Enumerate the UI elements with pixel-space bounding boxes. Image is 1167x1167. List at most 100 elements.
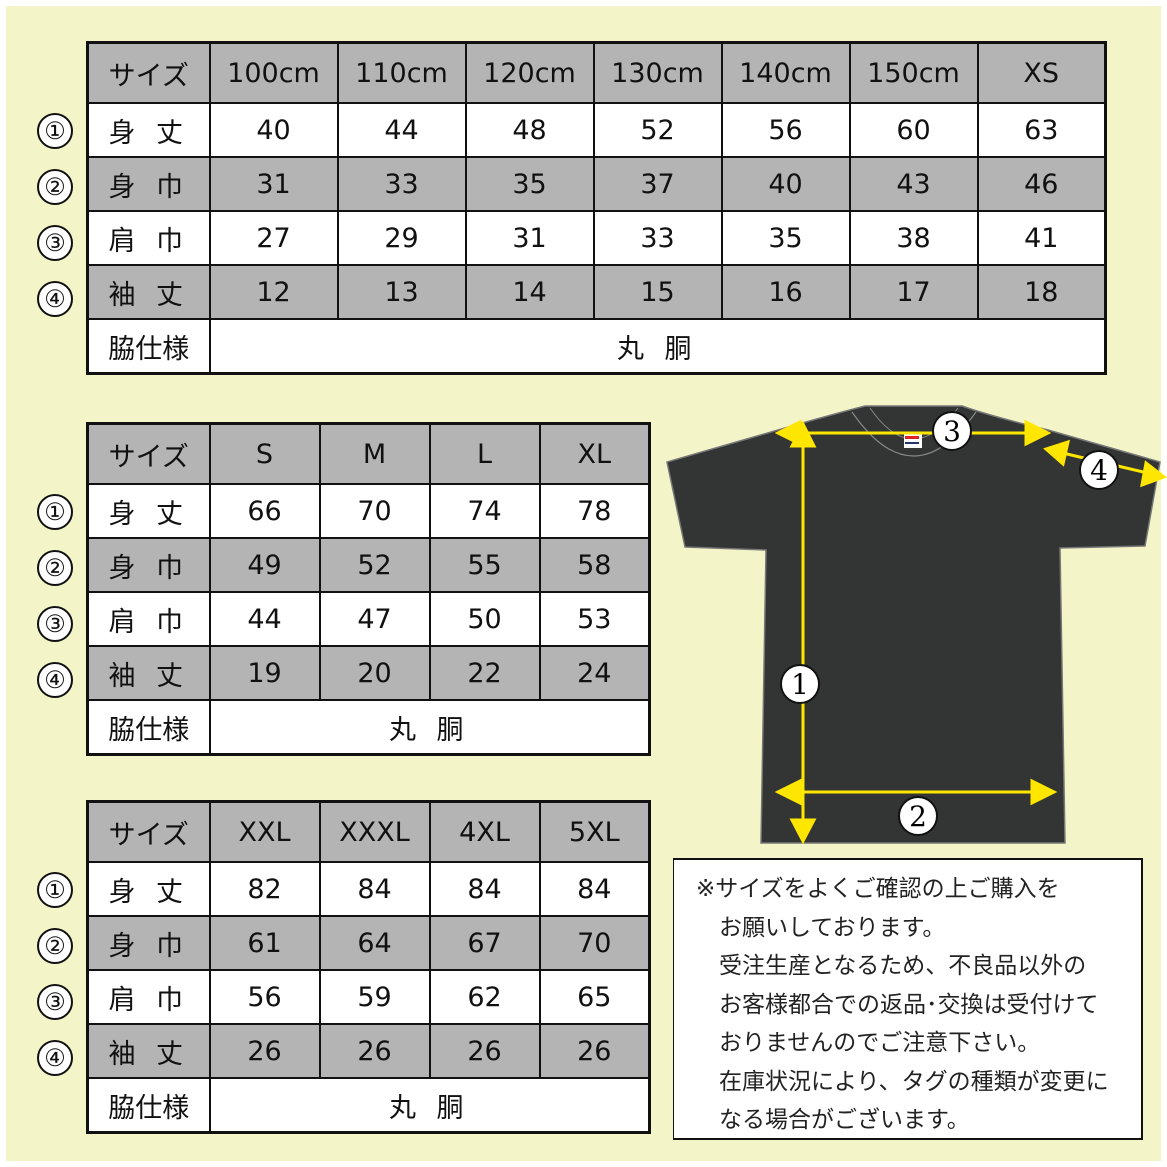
row-number-badge: ① bbox=[37, 872, 73, 908]
measurement-value: 26 bbox=[208, 1023, 321, 1079]
size-column-header: S bbox=[208, 422, 321, 485]
measurement-value: 26 bbox=[318, 1023, 431, 1079]
measurement-value: 48 bbox=[464, 102, 595, 158]
header-row: サイズ 100cm 110cm 120cm 130cm 140cm 150cm XS bbox=[86, 41, 1107, 104]
size-column-header: 140cm bbox=[720, 41, 851, 104]
measurement-label: 肩 巾 bbox=[86, 591, 211, 647]
measurement-value: 52 bbox=[592, 102, 723, 158]
marker-3: 3 bbox=[932, 411, 972, 451]
measurement-label: 袖 丈 bbox=[86, 645, 211, 701]
size-column-header: 5XL bbox=[538, 800, 651, 863]
measurement-value: 19 bbox=[208, 645, 321, 701]
table-row: 身 丈 66 70 74 78 bbox=[86, 483, 651, 539]
measurement-value: 84 bbox=[538, 861, 651, 917]
measurement-value: 33 bbox=[336, 156, 467, 212]
measurement-value: 53 bbox=[538, 591, 651, 647]
side-spec-value: 丸 胴 bbox=[208, 1077, 651, 1134]
side-spec-label: 脇仕様 bbox=[86, 1077, 211, 1134]
measurement-value: 43 bbox=[848, 156, 979, 212]
size-column-header: 120cm bbox=[464, 41, 595, 104]
size-column-header: XL bbox=[538, 422, 651, 485]
measurement-label: 身 丈 bbox=[86, 483, 211, 539]
size-column-header: XXXL bbox=[318, 800, 431, 863]
measurement-value: 78 bbox=[538, 483, 651, 539]
size-header-label: サイズ bbox=[86, 422, 211, 485]
row-number-badge: ④ bbox=[37, 281, 73, 317]
row-number-badge: ③ bbox=[37, 984, 73, 1020]
measurement-value: 24 bbox=[538, 645, 651, 701]
row-number-badge: ③ bbox=[37, 225, 73, 261]
measurement-value: 14 bbox=[464, 264, 595, 320]
measurement-value: 74 bbox=[428, 483, 541, 539]
measurement-value: 63 bbox=[976, 102, 1107, 158]
measurement-value: 52 bbox=[318, 537, 431, 593]
measurement-value: 44 bbox=[336, 102, 467, 158]
measurement-label: 袖 丈 bbox=[86, 264, 211, 320]
measurement-label: 身 巾 bbox=[86, 156, 211, 212]
measurement-value: 47 bbox=[318, 591, 431, 647]
measurement-value: 35 bbox=[464, 156, 595, 212]
side-spec-label: 脇仕様 bbox=[86, 318, 211, 375]
measurement-value: 50 bbox=[428, 591, 541, 647]
measurement-value: 16 bbox=[720, 264, 851, 320]
row-number-badge: ② bbox=[37, 169, 73, 205]
svg-text:3: 3 bbox=[943, 415, 961, 448]
measurement-value: 62 bbox=[428, 969, 541, 1025]
row-number-badge: ② bbox=[37, 928, 73, 964]
side-spec-value: 丸 胴 bbox=[208, 699, 651, 756]
marker-4: 4 bbox=[1079, 450, 1119, 490]
measurement-value: 20 bbox=[318, 645, 431, 701]
measurement-value: 31 bbox=[208, 156, 339, 212]
table-row: 身 丈 40 44 48 52 56 60 63 bbox=[86, 102, 1107, 158]
measurement-value: 46 bbox=[976, 156, 1107, 212]
tshirt-diagram: 1 2 3 4 bbox=[666, 405, 1167, 845]
row-number-badge: ① bbox=[37, 494, 73, 530]
side-spec-value: 丸 胴 bbox=[208, 318, 1107, 375]
table-row: 身 巾 61 64 67 70 bbox=[86, 915, 651, 971]
side-spec-row: 脇仕様丸 胴 bbox=[86, 699, 651, 756]
table-row: 袖 丈 26 26 26 26 bbox=[86, 1023, 651, 1079]
table-row: 肩 巾 56 59 62 65 bbox=[86, 969, 651, 1025]
measurement-value: 58 bbox=[538, 537, 651, 593]
measurement-value: 66 bbox=[208, 483, 321, 539]
svg-text:4: 4 bbox=[1090, 454, 1108, 487]
size-table-1: サイズ 100cm 110cm 120cm 130cm 140cm 150cm XS 身 丈 40… bbox=[86, 41, 1107, 375]
marker-1: 1 bbox=[780, 664, 820, 704]
marker-2: 2 bbox=[898, 796, 938, 836]
measurement-value: 12 bbox=[208, 264, 339, 320]
size-table-3: サイズ XXL XXXL 4XL 5XL 身 丈 82 84 84 84 身 巾 61 64 67 70 肩 … bbox=[86, 800, 651, 1134]
size-header-label: サイズ bbox=[86, 800, 211, 863]
measurement-value: 60 bbox=[848, 102, 979, 158]
measurement-value: 59 bbox=[318, 969, 431, 1025]
measurement-value: 84 bbox=[428, 861, 541, 917]
notice-box: ※サイズをよくご確認の上ご購入を お願いしております。 受注生産となるため、不良… bbox=[673, 858, 1143, 1140]
measurement-value: 56 bbox=[208, 969, 321, 1025]
measurement-value: 70 bbox=[538, 915, 651, 971]
measurement-value: 33 bbox=[592, 210, 723, 266]
measurement-label: 身 丈 bbox=[86, 861, 211, 917]
svg-text:1: 1 bbox=[791, 668, 809, 701]
measurement-value: 55 bbox=[428, 537, 541, 593]
measurement-value: 35 bbox=[720, 210, 851, 266]
measurement-label: 肩 巾 bbox=[86, 210, 211, 266]
measurement-value: 22 bbox=[428, 645, 541, 701]
measurement-value: 70 bbox=[318, 483, 431, 539]
svg-text:2: 2 bbox=[909, 800, 927, 833]
measurement-value: 31 bbox=[464, 210, 595, 266]
tshirt-shape bbox=[666, 405, 1161, 844]
measurement-value: 41 bbox=[976, 210, 1107, 266]
measurement-value: 27 bbox=[208, 210, 339, 266]
measurement-value: 13 bbox=[336, 264, 467, 320]
row-number-badge: ① bbox=[37, 113, 73, 149]
table-row: 袖 丈 12 13 14 15 16 17 18 bbox=[86, 264, 1107, 320]
measurement-value: 61 bbox=[208, 915, 321, 971]
measurement-value: 29 bbox=[336, 210, 467, 266]
row-number-badge: ② bbox=[37, 550, 73, 586]
table-row: 肩 巾 27 29 31 33 35 38 41 bbox=[86, 210, 1107, 266]
measurement-label: 身 巾 bbox=[86, 537, 211, 593]
row-number-badge: ④ bbox=[37, 1040, 73, 1076]
size-table-2: サイズ S M L XL 身 丈 66 70 74 78 身 巾 49 52 55 58 肩 巾 44 47 50 5… bbox=[86, 422, 651, 756]
size-column-header: 130cm bbox=[592, 41, 723, 104]
row-number-badge: ③ bbox=[37, 606, 73, 642]
header-row: サイズ S M L XL bbox=[86, 422, 651, 485]
